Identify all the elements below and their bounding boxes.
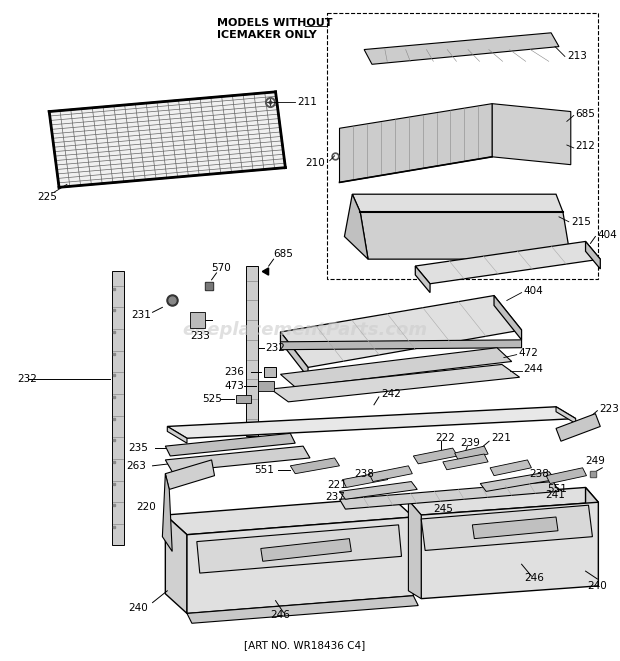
Text: [ART NO. WR18436 C4]: [ART NO. WR18436 C4] bbox=[244, 640, 366, 650]
Polygon shape bbox=[280, 348, 512, 387]
Polygon shape bbox=[264, 368, 275, 377]
Polygon shape bbox=[270, 364, 520, 402]
Polygon shape bbox=[415, 241, 600, 284]
Polygon shape bbox=[167, 407, 576, 438]
Polygon shape bbox=[166, 434, 295, 456]
Text: 222: 222 bbox=[435, 433, 455, 444]
Polygon shape bbox=[280, 340, 521, 350]
Text: 233: 233 bbox=[190, 331, 210, 341]
Text: 221: 221 bbox=[491, 433, 511, 444]
Polygon shape bbox=[280, 332, 308, 377]
Polygon shape bbox=[490, 460, 531, 476]
Polygon shape bbox=[492, 104, 571, 165]
Polygon shape bbox=[345, 194, 368, 259]
Text: 211: 211 bbox=[297, 97, 317, 106]
Polygon shape bbox=[167, 426, 187, 443]
Text: 242: 242 bbox=[381, 389, 401, 399]
Polygon shape bbox=[166, 446, 310, 472]
Polygon shape bbox=[352, 194, 563, 212]
Polygon shape bbox=[166, 460, 215, 489]
Polygon shape bbox=[261, 539, 352, 561]
Polygon shape bbox=[187, 517, 414, 613]
Text: 246: 246 bbox=[270, 610, 291, 621]
Text: 236: 236 bbox=[224, 368, 244, 377]
Text: MODELS WITHOUT: MODELS WITHOUT bbox=[216, 18, 332, 28]
Text: 525: 525 bbox=[202, 394, 221, 404]
Text: 212: 212 bbox=[576, 141, 596, 151]
Polygon shape bbox=[197, 525, 402, 573]
Polygon shape bbox=[369, 466, 412, 482]
Polygon shape bbox=[556, 414, 600, 441]
Text: 241: 241 bbox=[545, 490, 565, 500]
Polygon shape bbox=[409, 500, 421, 599]
Text: 685: 685 bbox=[576, 108, 596, 118]
Text: 404: 404 bbox=[597, 229, 617, 239]
Polygon shape bbox=[421, 502, 598, 599]
Text: 263: 263 bbox=[126, 461, 146, 471]
Text: 240: 240 bbox=[588, 581, 607, 591]
Polygon shape bbox=[494, 295, 521, 340]
Polygon shape bbox=[166, 497, 414, 535]
Polygon shape bbox=[49, 92, 285, 187]
Text: 472: 472 bbox=[518, 348, 539, 358]
Polygon shape bbox=[187, 596, 418, 623]
Polygon shape bbox=[472, 517, 558, 539]
Polygon shape bbox=[364, 33, 559, 64]
Text: 232: 232 bbox=[266, 342, 286, 353]
Polygon shape bbox=[246, 266, 258, 436]
Text: 249: 249 bbox=[585, 456, 605, 466]
Polygon shape bbox=[340, 482, 559, 509]
Polygon shape bbox=[258, 381, 273, 391]
Text: 239: 239 bbox=[461, 438, 480, 448]
Polygon shape bbox=[421, 505, 593, 551]
Polygon shape bbox=[414, 448, 458, 464]
Polygon shape bbox=[340, 482, 417, 499]
Polygon shape bbox=[480, 472, 555, 491]
Text: 473: 473 bbox=[224, 381, 244, 391]
Text: 685: 685 bbox=[273, 249, 293, 259]
Polygon shape bbox=[585, 241, 600, 269]
Text: 213: 213 bbox=[567, 52, 587, 61]
Polygon shape bbox=[415, 266, 430, 293]
Polygon shape bbox=[166, 515, 187, 613]
Text: 215: 215 bbox=[571, 217, 591, 227]
Polygon shape bbox=[360, 212, 571, 259]
Polygon shape bbox=[342, 472, 388, 487]
Text: 237: 237 bbox=[325, 492, 345, 502]
Polygon shape bbox=[409, 487, 598, 515]
Text: 223: 223 bbox=[600, 404, 619, 414]
Text: 235: 235 bbox=[128, 443, 148, 453]
Text: 404: 404 bbox=[523, 286, 543, 295]
Polygon shape bbox=[546, 468, 587, 484]
Polygon shape bbox=[556, 407, 576, 424]
Text: 240: 240 bbox=[128, 603, 148, 613]
Text: 244: 244 bbox=[523, 364, 543, 374]
Bar bbox=[327, 13, 598, 279]
Text: 570: 570 bbox=[211, 263, 231, 273]
Polygon shape bbox=[190, 312, 205, 328]
Text: eReplacementParts.com: eReplacementParts.com bbox=[182, 321, 428, 339]
Polygon shape bbox=[454, 446, 488, 461]
Text: 551: 551 bbox=[547, 485, 567, 494]
Text: 231: 231 bbox=[131, 310, 151, 320]
Text: 238: 238 bbox=[354, 469, 374, 479]
Polygon shape bbox=[162, 474, 172, 551]
Text: 551: 551 bbox=[254, 465, 274, 475]
Polygon shape bbox=[585, 487, 598, 586]
Polygon shape bbox=[112, 271, 124, 545]
Text: 245: 245 bbox=[433, 504, 453, 514]
Text: 246: 246 bbox=[525, 573, 544, 583]
Text: 232: 232 bbox=[18, 374, 38, 384]
Polygon shape bbox=[290, 458, 340, 474]
Polygon shape bbox=[443, 454, 488, 470]
Polygon shape bbox=[280, 295, 521, 368]
Polygon shape bbox=[340, 104, 492, 182]
Text: 225: 225 bbox=[37, 192, 57, 202]
Text: 210: 210 bbox=[305, 158, 325, 168]
Polygon shape bbox=[236, 395, 251, 403]
Text: 238: 238 bbox=[529, 469, 549, 479]
Text: ICEMAKER ONLY: ICEMAKER ONLY bbox=[216, 30, 316, 40]
Text: 220: 220 bbox=[136, 502, 156, 512]
Text: 221: 221 bbox=[328, 481, 348, 490]
